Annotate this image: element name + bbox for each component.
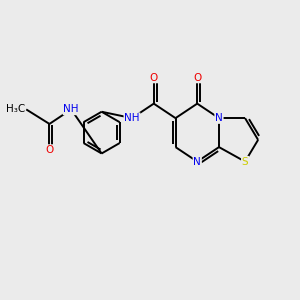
Text: H₃C: H₃C (6, 104, 25, 114)
Text: O: O (193, 73, 201, 82)
Text: NH: NH (124, 113, 140, 123)
Text: NH: NH (63, 104, 79, 114)
Text: N: N (194, 157, 201, 166)
Text: N: N (215, 113, 223, 123)
Text: O: O (45, 145, 54, 155)
Text: S: S (242, 157, 248, 166)
Text: O: O (150, 73, 158, 82)
